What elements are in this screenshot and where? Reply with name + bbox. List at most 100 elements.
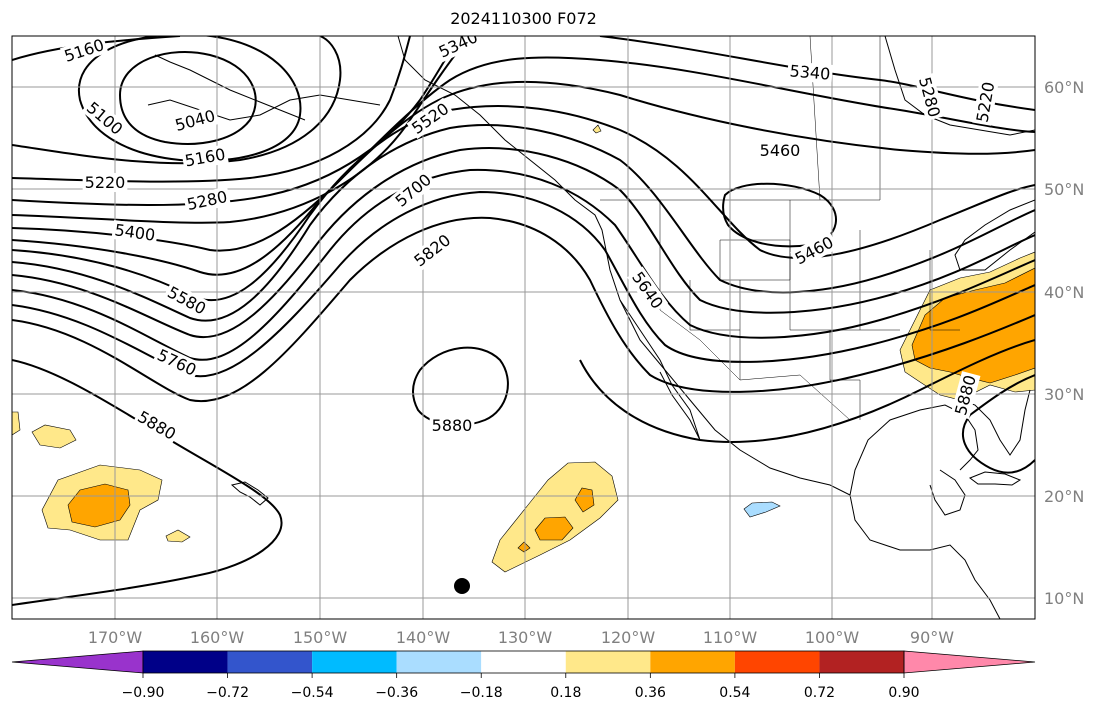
shade-orange-mid-pacific-a: [534, 516, 574, 541]
colorbar-label: 0.36: [635, 685, 666, 701]
contour-label-c5760: 5760: [154, 345, 199, 379]
contour-label-c5880b: 5880: [432, 416, 473, 435]
contour-label-c5220a: 5220: [85, 173, 126, 192]
contour-label-bg: [626, 266, 669, 315]
contour-label-bg: [171, 105, 220, 136]
contour-label-bg: [972, 78, 999, 126]
contour-label-c5580: 5580: [164, 282, 209, 318]
contour-label-c5460a: 5460: [760, 141, 801, 160]
contour-label-c5160b: 5160: [183, 145, 226, 171]
shade-orange-mid-pacific-b: [574, 487, 595, 513]
contour-label-bg: [390, 168, 437, 213]
coast-hawaii: [230, 481, 269, 506]
coastlines: [147, 36, 1035, 619]
contour-label-bg: [82, 173, 128, 192]
lon-tick-label: 90°W: [910, 628, 954, 647]
lat-tick-label: 30°N: [1044, 385, 1084, 404]
coast-cuba: [968, 471, 1022, 486]
colorbar-label: −0.18: [460, 685, 503, 701]
colorbar-swatch: [481, 651, 566, 673]
colorbar-frame: [142, 650, 905, 674]
lon-tick-label: 130°W: [498, 628, 553, 647]
map-title: 2024110300 F072: [450, 9, 597, 28]
grid-lines: [12, 36, 1035, 619]
coast-alaska-west: [154, 54, 306, 121]
colorbar-label: 0.90: [888, 685, 919, 701]
contour-label-c5880a: 5880: [134, 407, 179, 444]
contour-5640: [12, 147, 1035, 338]
contour-label-c5280a: 5280: [185, 187, 229, 214]
colorbar-swatch: [650, 651, 735, 673]
contour-label-bg: [408, 229, 456, 272]
colorbar-label: −0.36: [375, 685, 418, 701]
colorbar-swatch: [565, 651, 651, 673]
contour-5580: [12, 124, 1035, 322]
colorbar-swatch: [227, 651, 313, 673]
shade-orange-mid-pacific-c: [517, 541, 531, 553]
colorbar-swatch: [819, 651, 904, 673]
colorbar-label: −0.54: [291, 685, 334, 701]
colorbar-swatch: [143, 651, 228, 673]
contour-label-bg: [183, 186, 231, 215]
shade-light-orange-mid-pacific: [491, 461, 619, 573]
contour-label-bg: [433, 36, 483, 63]
contour-label-bg: [429, 416, 475, 435]
contour-label-bg: [132, 406, 181, 445]
contour-label-bg: [757, 141, 803, 160]
contour-5700: [12, 168, 1035, 361]
contour-label-bg: [162, 281, 211, 320]
lon-tick-label: 170°W: [88, 628, 143, 647]
contour-5040: [118, 51, 257, 145]
coast-aleutians: [147, 94, 381, 121]
lat-tick-label: 10°N: [1044, 589, 1084, 608]
contour-5820: [12, 216, 1035, 403]
colorbar-extend-high: [903, 650, 1036, 674]
lat-tick-label: 20°N: [1044, 487, 1084, 506]
shade-light-orange-alaska: [592, 124, 602, 134]
colorbar-swatch: [312, 651, 397, 673]
coast-florida: [959, 389, 1031, 456]
colorbar-swatch: [396, 651, 482, 673]
contour-label-c5340b: 5340: [789, 61, 831, 83]
contour-label-bg: [81, 96, 128, 141]
colorbar-label: 0.54: [719, 685, 750, 701]
contour-label-c5040: 5040: [173, 106, 217, 135]
lon-tick-label: 140°W: [396, 628, 451, 647]
contour-label-bg: [786, 61, 834, 84]
colorbar-label: 0.18: [550, 685, 581, 701]
colorbar-label: −0.90: [122, 685, 165, 701]
contour-5100: [77, 36, 302, 162]
contour-label-bg: [59, 36, 109, 67]
lon-tick-label: 100°W: [805, 628, 860, 647]
shade-light-orange-small-b: [165, 529, 191, 543]
contour-label-bg: [181, 144, 229, 171]
colorbar-label: 0.72: [804, 685, 835, 701]
coast-baja: [619, 299, 701, 441]
contour-5460: [12, 80, 1035, 276]
contour-5520: [12, 105, 1035, 302]
colorbar: [11, 650, 1036, 674]
contour-label-c5400: 5400: [113, 220, 156, 244]
contour-label-bg: [406, 97, 455, 140]
contour-label-bg: [152, 344, 202, 381]
contour-5400: [12, 56, 1035, 252]
contour-label-bg: [950, 371, 981, 420]
contour-label-c5160a: 5160: [62, 35, 107, 66]
coast-alaska-canada: [397, 36, 1001, 619]
contour-label-c5460b: 5460: [792, 232, 837, 268]
contour-label-bg: [790, 231, 839, 270]
coast-yucatan: [929, 469, 966, 516]
lon-tick-label: 160°W: [190, 628, 245, 647]
contour-5880-high: [412, 346, 509, 427]
lon-tick-label: 150°W: [293, 628, 348, 647]
lat-tick-label: 50°N: [1044, 180, 1084, 199]
shade-light-orange-small-c: [12, 411, 21, 436]
shade-light-blue-mexico: [743, 501, 781, 518]
lon-tick-label: 110°W: [703, 628, 758, 647]
colorbar-label: −0.72: [206, 685, 249, 701]
colorbar-swatch: [734, 651, 820, 673]
lon-tick-label: 120°W: [601, 628, 656, 647]
map-frame: [11, 35, 1036, 620]
